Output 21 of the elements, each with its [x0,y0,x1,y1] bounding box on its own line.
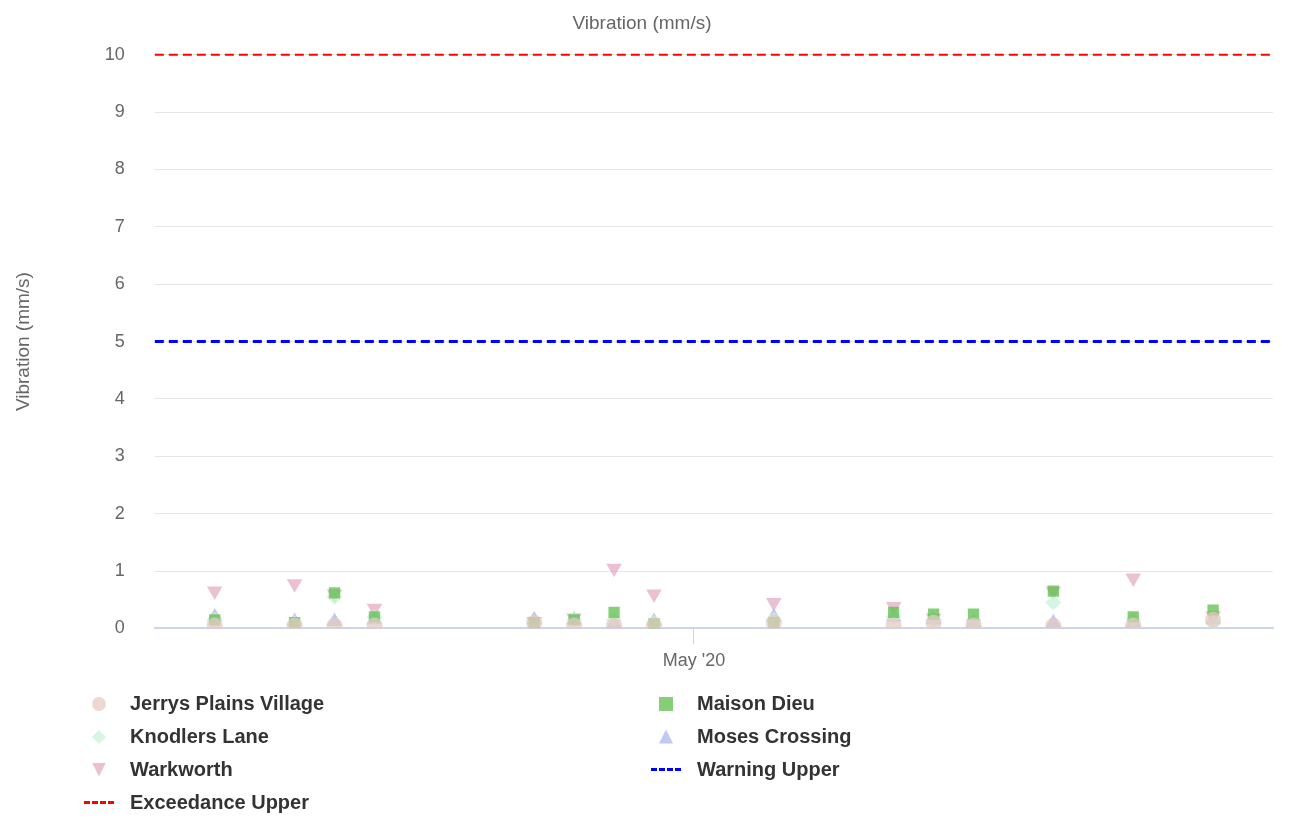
legend-label: Maison Dieu [697,692,815,715]
legend-label: Exceedance Upper [130,791,309,814]
y-tick-label: 1 [114,560,125,581]
legend-label: Knodlers Lane [130,725,269,748]
y-tick-label: 6 [114,273,125,294]
chart-title: Vibration (mm/s) [572,11,712,33]
legend-label: Warning Upper [697,758,840,781]
y-tick-label: 0 [114,617,125,638]
y-tick-label: 2 [114,502,125,523]
y-tick-label: 8 [114,158,125,179]
x-tick-label: May '20 [662,650,726,671]
y-tick-label: 3 [114,445,125,466]
y-tick-label: 4 [114,387,125,408]
y-tick-label: 10 [104,43,125,64]
legend-label: Warkworth [130,758,233,781]
y-tick-label: 7 [114,215,125,236]
y-tick-label: 5 [114,330,125,351]
y-axis-title: Vibration (mm/s) [11,272,33,412]
y-tick-label: 9 [114,101,125,122]
legend-label: Moses Crossing [697,725,852,748]
legend-label: Jerrys Plains Village [130,692,325,715]
